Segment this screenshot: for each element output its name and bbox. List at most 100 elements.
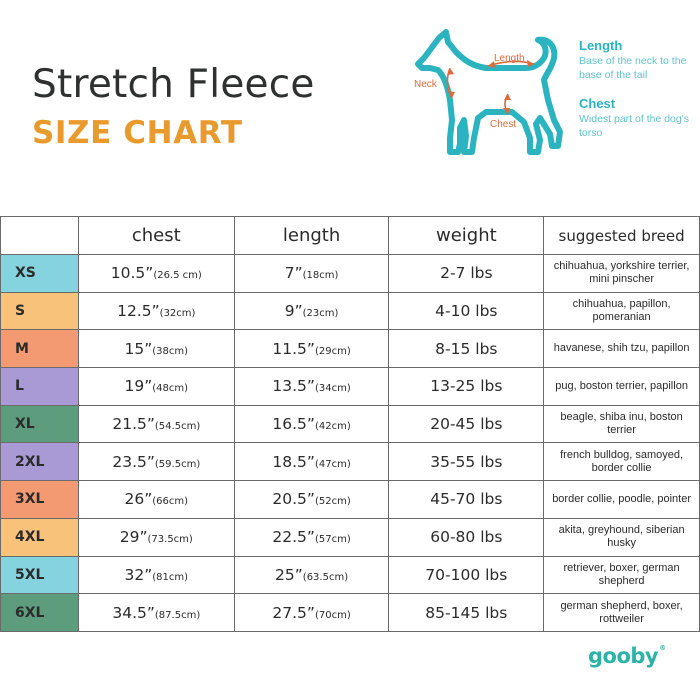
chest-cell: 19”(48cm) [77, 367, 235, 406]
length-cell: 18.5”(47cm) [233, 442, 390, 482]
length-inches: 9” [284, 302, 303, 321]
table-row: 2XL 23.5”(59.5cm) 18.5”(47cm) 35-55 lbs fren… [0, 442, 700, 482]
legend-length-description: Base of the neck to the base of the tail [579, 55, 687, 81]
table-row: 5XL 32”(81cm) 25”(63.5cm) 70-100 lbs retriev… [0, 555, 700, 595]
chest-label: Chest [490, 119, 516, 130]
length-cm: (63.5cm) [302, 571, 349, 583]
weight-cell: 4-10 lbs [388, 291, 545, 331]
chest-cm: (81cm) [152, 571, 189, 583]
weight-cell: 20-45 lbs [388, 404, 545, 444]
chest-cm: (73.5cm) [147, 534, 193, 546]
chest-cell: 21.5”(54.5cm) [77, 404, 235, 444]
length-cell: 20.5”(52cm) [233, 480, 390, 519]
breed-cell: akita, greyhound, siberian husky [543, 517, 700, 557]
page-subtitle: SIZE CHART [32, 115, 243, 151]
size-cell: 3XL [0, 480, 79, 519]
length-label: Length [494, 53, 525, 64]
chest-cm: (54.5cm) [154, 421, 201, 433]
length-inches: 16.5” [272, 415, 315, 434]
size-label: 3XL [15, 491, 45, 508]
weight-cell: 85-145 lbs [388, 593, 545, 632]
chest-cm: (38cm) [152, 345, 189, 357]
dog-outline-icon [415, 29, 563, 155]
header-weight: weight [388, 216, 545, 255]
header-chest: chest [77, 216, 235, 255]
size-label: XL [15, 416, 35, 433]
chest-cell: 23.5”(59.5cm) [77, 442, 235, 482]
chest-cell: 15”(38cm) [77, 329, 235, 369]
table-row: XS 10.5”(26.5 cm) 7”(18cm) 2-7 lbs chihuahua… [0, 254, 700, 293]
trademark-symbol: ® [659, 644, 666, 652]
length-inches: 13.5” [272, 377, 315, 396]
length-cm: (29cm) [314, 345, 351, 357]
weight-cell: 8-15 lbs [388, 329, 545, 369]
chest-cm: (66cm) [152, 496, 189, 508]
breed-cell: pug, boston terrier, papillon [543, 367, 700, 406]
length-cm: (34cm) [314, 383, 351, 395]
breed-cell: german shepherd, boxer, rottweiler [543, 593, 700, 632]
length-inches: 22.5” [272, 528, 315, 547]
chest-inches: 32” [124, 565, 153, 584]
chest-cell: 32”(81cm) [77, 555, 235, 595]
chest-inches: 12.5” [117, 302, 160, 321]
chest-inches: 23.5” [112, 452, 155, 471]
length-cell: 25”(63.5cm) [233, 555, 390, 595]
length-cell: 9”(23cm) [233, 291, 390, 331]
gooby-logo: gooby® [588, 644, 666, 668]
weight-cell: 13-25 lbs [388, 367, 545, 406]
length-cell: 11.5”(29cm) [233, 329, 390, 369]
chest-cell: 12.5”(32cm) [77, 291, 235, 331]
legend-chest-description: Widest part of the dog's torso [579, 113, 689, 139]
chest-cm: (48cm) [152, 383, 189, 395]
size-cell: 2XL [0, 442, 79, 482]
breed-cell: chihuahua, yorkshire terrier, mini pinsc… [543, 254, 700, 293]
size-label: 4XL [15, 529, 45, 546]
chest-cell: 29”(73.5cm) [77, 517, 235, 557]
dog-measurement-diagram: Length Neck Chest [414, 29, 563, 155]
header-suggested-breed: suggested breed [543, 216, 700, 255]
breed-cell: french bulldog, samoyed, border collie [543, 442, 700, 482]
length-cm: (70cm) [314, 609, 351, 621]
size-cell: S [0, 291, 79, 331]
length-cm: (47cm) [314, 458, 351, 470]
header-length: length [233, 216, 390, 255]
size-cell: 5XL [0, 555, 79, 595]
length-cm: (57cm) [314, 534, 351, 546]
length-inches: 7” [284, 264, 303, 283]
page-title: Stretch Fleece [32, 62, 315, 107]
size-label: 2XL [15, 453, 45, 470]
chest-inches: 15” [124, 339, 153, 358]
breed-cell: havanese, shih tzu, papillon [543, 329, 700, 369]
length-cell: 16.5”(42cm) [233, 404, 390, 444]
weight-cell: 2-7 lbs [388, 254, 545, 293]
chest-inches: 26” [124, 490, 153, 509]
header-size [0, 216, 79, 255]
length-cm: (52cm) [314, 496, 351, 508]
chest-cm: (59.5cm) [154, 458, 201, 470]
size-label: XS [15, 265, 36, 282]
length-inches: 27.5” [272, 603, 315, 622]
length-inches: 11.5” [272, 339, 315, 358]
neck-label: Neck [414, 79, 438, 90]
breed-cell: beagle, shiba inu, boston terrier [543, 404, 700, 444]
legend-length-title: Length [579, 38, 623, 53]
length-inches: 18.5” [272, 452, 315, 471]
weight-cell: 60-80 lbs [388, 517, 545, 557]
chest-cell: 34.5”(87.5cm) [77, 593, 235, 632]
weight-cell: 45-70 lbs [388, 480, 545, 519]
weight-cell: 35-55 lbs [388, 442, 545, 482]
length-cell: 22.5”(57cm) [233, 517, 390, 557]
length-inches: 25” [275, 565, 303, 584]
chest-inches: 10.5” [110, 264, 154, 283]
size-cell: XL [0, 404, 79, 444]
table-row: XL 21.5”(54.5cm) 16.5”(42cm) 20-45 lbs beagl… [0, 404, 700, 444]
chest-cm: (87.5cm) [154, 609, 201, 621]
size-cell: L [0, 367, 79, 406]
table-row: 3XL 26”(66cm) 20.5”(52cm) 45-70 lbs border c… [0, 480, 700, 519]
measurement-legend: Length Base of the neck to the base of t… [579, 38, 695, 140]
chest-cell: 10.5”(26.5 cm) [77, 254, 235, 293]
chest-inches: 19” [124, 377, 153, 396]
chest-cell: 26”(66cm) [77, 480, 235, 519]
size-label: 5XL [15, 566, 45, 583]
size-label: S [15, 303, 26, 320]
